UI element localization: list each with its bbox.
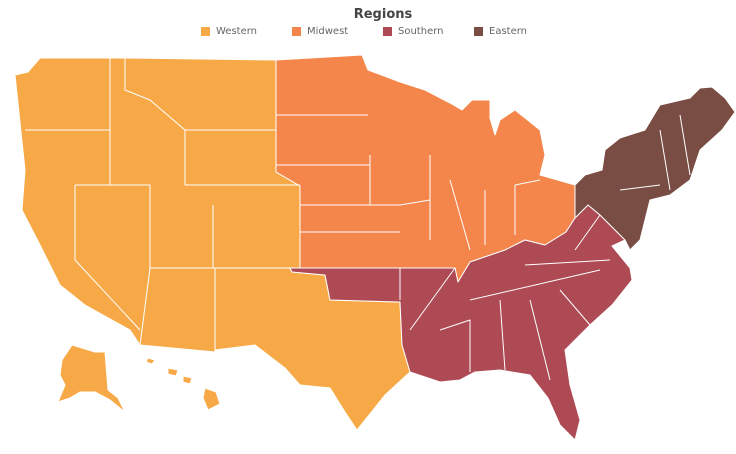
legend-swatch bbox=[383, 27, 392, 36]
legend-label: Southern bbox=[398, 26, 444, 37]
legend: Western Midwest Southern Eastern bbox=[201, 26, 527, 37]
state-hawaii[interactable] bbox=[202, 387, 221, 411]
legend-title: Regions bbox=[353, 7, 413, 22]
state-alaska[interactable] bbox=[57, 344, 126, 413]
legend-label: Midwest bbox=[307, 26, 349, 37]
state-hawaii[interactable] bbox=[145, 357, 156, 365]
legend-swatch bbox=[474, 27, 483, 36]
legend-item-midwest[interactable]: Midwest bbox=[292, 26, 383, 37]
legend-label: Western bbox=[216, 26, 258, 37]
legend-swatch bbox=[201, 27, 210, 36]
state-hawaii[interactable] bbox=[182, 375, 193, 385]
region-eastern[interactable] bbox=[574, 86, 736, 251]
legend-item-western[interactable]: Western bbox=[201, 26, 292, 37]
legend-item-southern[interactable]: Southern bbox=[383, 26, 474, 37]
legend-swatch bbox=[292, 27, 301, 36]
legend-label: Eastern bbox=[489, 26, 528, 37]
state-borders bbox=[25, 58, 691, 381]
state-hawaii[interactable] bbox=[167, 367, 179, 377]
legend-item-eastern[interactable]: Eastern bbox=[474, 26, 527, 37]
